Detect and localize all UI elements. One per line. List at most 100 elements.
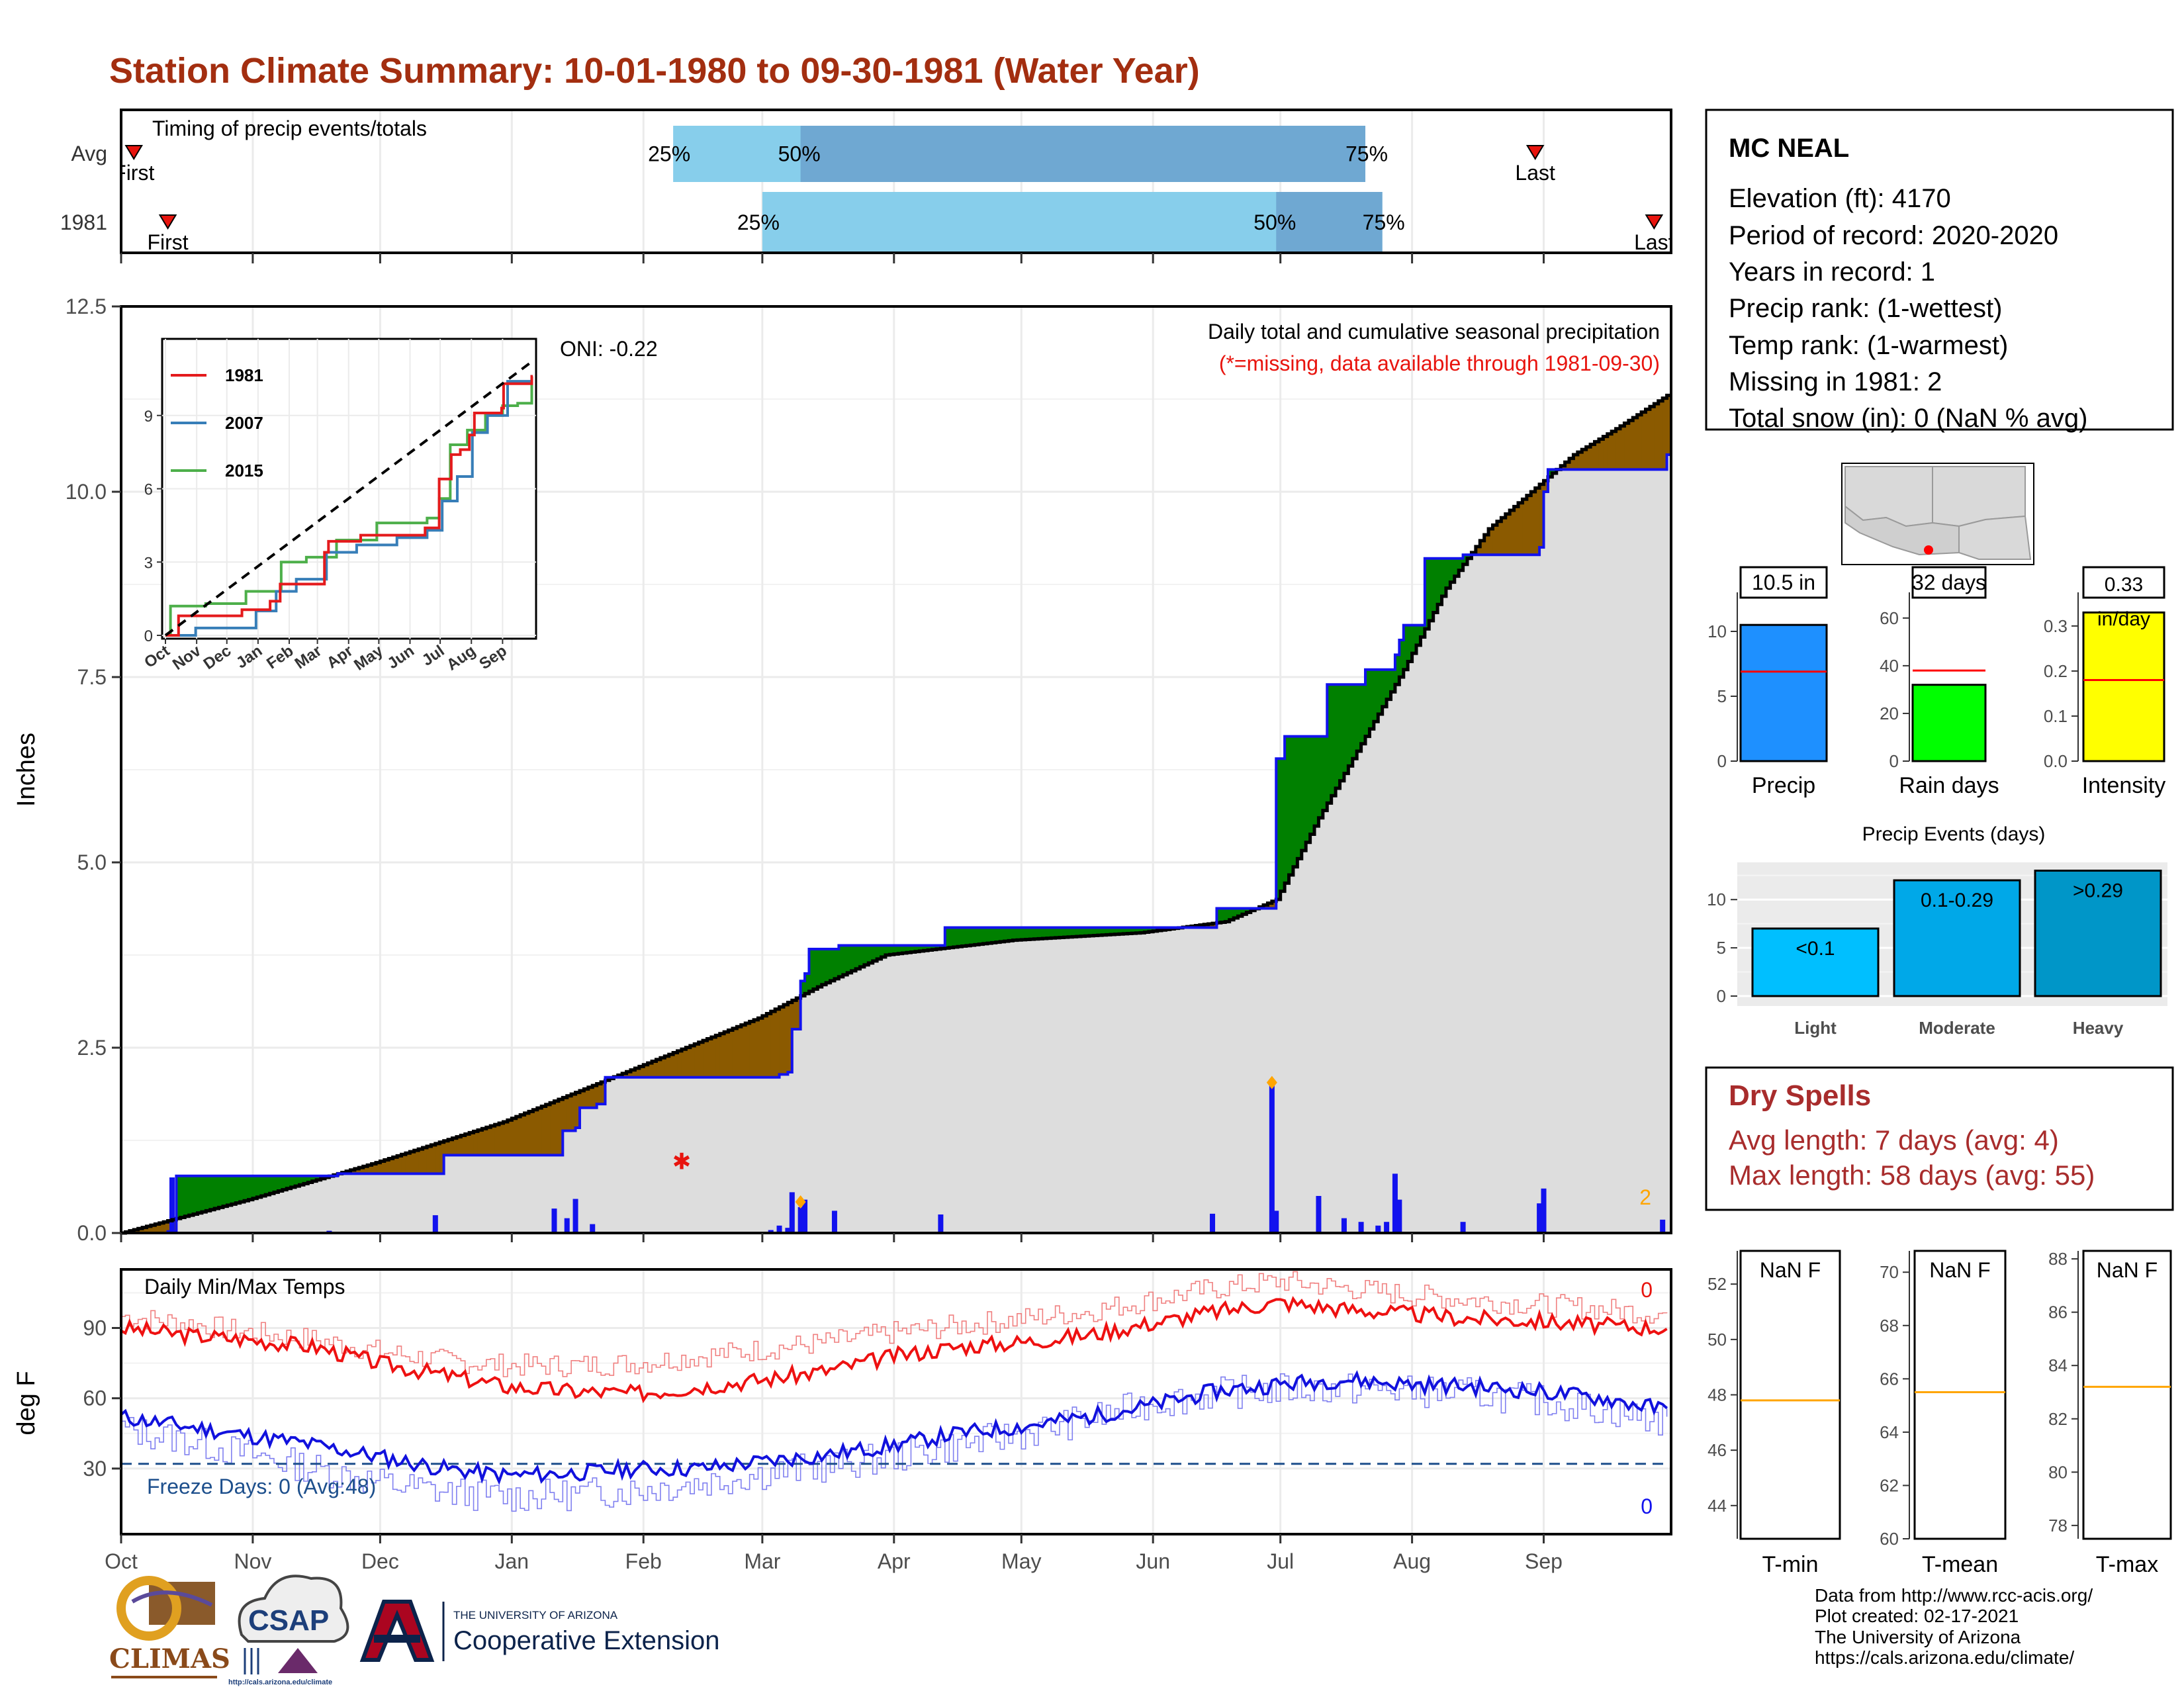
below-average-fill: [541, 1106, 547, 1156]
event-category-label: Heavy: [2073, 1018, 2124, 1038]
timing-bar-median-0: [800, 126, 1366, 182]
below-average-fill: [766, 1013, 772, 1077]
below-average-fill: [703, 1040, 708, 1077]
above-average-fill: [936, 945, 941, 950]
below-average-fill: [635, 1068, 640, 1077]
summary-bar-label-box: [2082, 566, 2165, 599]
above-average-fill: [240, 1175, 245, 1202]
above-average-fill: [1076, 927, 1081, 937]
svg-text:Cooperative Extension: Cooperative Extension: [453, 1626, 719, 1655]
above-average-fill: [1382, 669, 1387, 707]
temp-y-axis-label: deg F: [13, 1371, 40, 1435]
above-average-fill: [1229, 908, 1234, 920]
bar-panel-tick-label: 5: [1717, 686, 1727, 706]
below-average-fill: [410, 1152, 415, 1174]
above-average-fill: [1123, 927, 1128, 934]
average-cumulative-line: [121, 393, 1671, 1235]
precip-panel: ✱ 0.0 2.5 5.0 7.5 10.0 12.5 Inches Daily tota…: [13, 295, 1672, 1245]
dry-spells-max: Max length: 58 days (avg: 55): [1729, 1160, 2095, 1191]
above-average-fill: [928, 945, 933, 950]
below-average-fill: [1637, 414, 1642, 470]
above-average-fill: [1327, 684, 1332, 803]
inset-series-1981: [165, 375, 533, 637]
above-average-fill: [1365, 669, 1371, 737]
below-average-fill: [516, 1117, 521, 1156]
below-average-fill: [507, 1120, 512, 1156]
below-average-fill: [719, 1033, 725, 1077]
month-label: Jan: [495, 1549, 529, 1573]
below-average-fill: [533, 1109, 538, 1156]
event-bar-moderate: [1893, 879, 2021, 997]
daily-precip-bar: [1541, 1188, 1547, 1233]
temp-summary-label-bg: [1925, 1254, 1995, 1285]
precip-ytick-label: 7.5: [77, 665, 107, 689]
below-average-fill: [380, 1161, 385, 1174]
above-average-fill: [1051, 927, 1056, 938]
above-average-fill: [868, 945, 874, 963]
precip-plot-title: Daily total and cumulative seasonal prec…: [1208, 320, 1660, 343]
above-average-fill: [1459, 558, 1464, 571]
temp-ytick-label: 90: [83, 1316, 107, 1340]
above-average-fill: [826, 949, 831, 983]
above-average-fill: [1445, 558, 1451, 588]
station-missing: Missing in 1981: 2: [1729, 367, 1942, 396]
below-average-fill: [579, 1090, 584, 1108]
daily-precip-bar: [789, 1192, 795, 1233]
below-average-fill: [788, 1002, 793, 1072]
temp-summary-tick-label: 50: [1707, 1330, 1727, 1349]
below-average-fill: [138, 1228, 143, 1233]
above-average-fill: [1424, 558, 1430, 629]
daily-precip-bar: [1392, 1173, 1398, 1233]
summary-bar-panels: 0 5 10 10.5 in Precip 0 20 40 60 32 days Rain days…: [1707, 566, 2165, 798]
below-average-fill: [448, 1139, 453, 1156]
above-average-fill: [1220, 908, 1226, 923]
below-average-fill: [477, 1130, 482, 1156]
below-average-fill: [1492, 525, 1498, 555]
month-label: Apr: [878, 1549, 911, 1573]
below-average-fill: [1522, 499, 1527, 555]
below-average-fill: [1586, 447, 1591, 470]
above-average-fill: [1021, 927, 1026, 940]
above-average-fill: [1433, 558, 1438, 613]
below-average-fill: [686, 1047, 691, 1077]
timing-row-avg-label: Avg: [71, 142, 107, 165]
below-average-fill: [1488, 529, 1494, 555]
temp-min-1981-line: [120, 1370, 1668, 1485]
below-average-fill: [163, 1222, 169, 1233]
above-average-fill: [248, 1175, 253, 1200]
inset-ytick-label: 9: [144, 408, 153, 426]
precip-ytick-label: 10.0: [66, 480, 107, 504]
below-average-fill: [414, 1150, 419, 1174]
above-average-fill: [1348, 684, 1353, 766]
precip-ytick-label: 0.0: [77, 1221, 107, 1245]
above-average-fill: [953, 927, 958, 948]
above-average-fill: [252, 1175, 257, 1199]
below-average-fill: [749, 1021, 754, 1077]
above-average-fill: [1318, 736, 1324, 818]
above-average-fill: [864, 945, 869, 965]
below-average-fill: [452, 1138, 457, 1156]
above-average-fill: [813, 949, 818, 989]
above-average-fill: [872, 945, 878, 961]
station-name: MC NEAL: [1729, 134, 1849, 163]
daily-precip-bar: [1341, 1218, 1347, 1233]
daily-precip-bar: [169, 1177, 175, 1233]
above-average-fill: [1234, 908, 1239, 918]
below-average-fill: [711, 1036, 716, 1077]
below-average-fill: [1569, 458, 1574, 470]
daily-precip-bar: [1384, 1222, 1390, 1233]
logos: CLIMAS CSAP http://cals.arizona.edu/clim…: [109, 1575, 719, 1686]
daily-precip-bar: [1358, 1222, 1364, 1233]
inset-legend-label: 2007: [225, 413, 263, 433]
temp-summary-tick-label: 66: [1880, 1369, 1899, 1389]
above-average-fill: [1280, 758, 1285, 891]
below-average-fill: [1501, 518, 1506, 555]
below-average-fill: [431, 1144, 436, 1174]
daily-precip-bar: [1273, 1211, 1279, 1233]
above-average-fill: [1306, 736, 1311, 843]
below-average-fill: [1641, 412, 1647, 470]
above-average-fill: [805, 974, 810, 994]
above-average-fill: [1216, 908, 1222, 923]
precip-events-panel: Precip Events (days) <0.1 Light 0.1-0.29 Mo…: [1707, 823, 2167, 1038]
timing-marker: [124, 145, 144, 160]
